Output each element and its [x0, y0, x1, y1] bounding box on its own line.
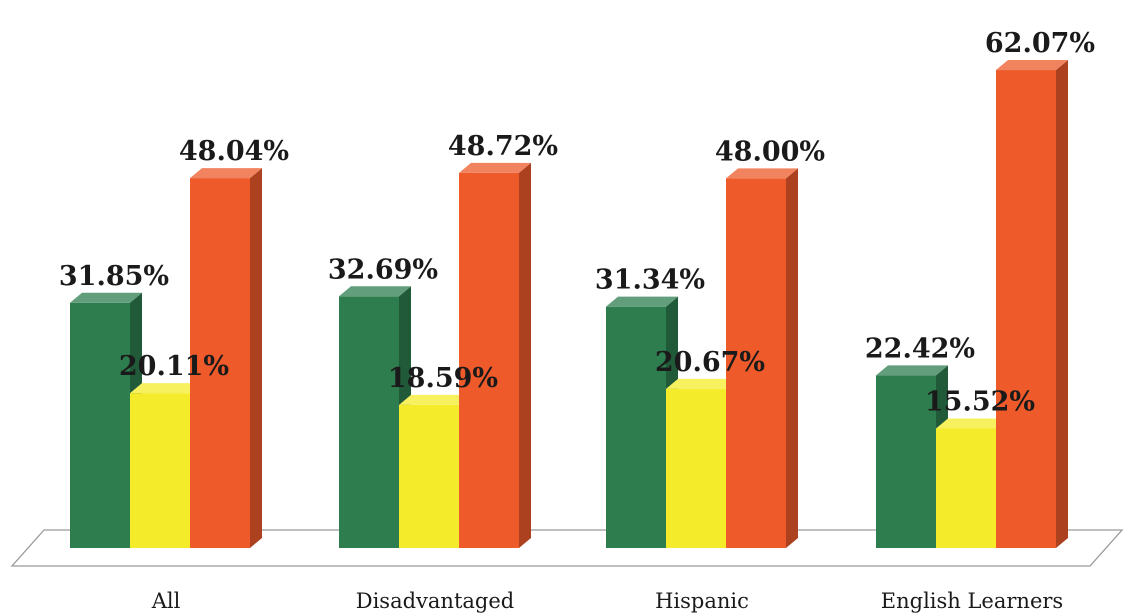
floor-plane [10, 529, 1124, 567]
bar-top [876, 365, 948, 376]
bar-front [339, 296, 399, 548]
bar-top [339, 286, 411, 297]
bar-top [996, 60, 1068, 71]
bar-top [70, 292, 142, 303]
data-label: 31.34% [595, 265, 705, 296]
bar-top [190, 168, 262, 179]
value-labels-group: 31.85% 20.11% 48.04% 32.69% 18.59% 48.72% 31.3… [59, 28, 1095, 417]
chart-floor [10, 529, 1124, 567]
bar-front [399, 404, 459, 548]
data-label: 20.11% [119, 351, 229, 382]
data-label: 62.07% [985, 28, 1095, 59]
bar-front [130, 393, 190, 548]
data-label: 48.00% [715, 136, 825, 167]
bar [190, 168, 262, 549]
bar-front [996, 70, 1056, 548]
data-label: 31.85% [59, 261, 169, 292]
data-label: 20.67% [655, 347, 765, 378]
bar-group-english-learners [876, 60, 1068, 548]
bar-side [250, 168, 262, 549]
bar-front [666, 388, 726, 548]
bar-front [876, 375, 936, 548]
data-label: 48.72% [448, 131, 558, 162]
data-label: 18.59% [388, 363, 498, 394]
bar-side [519, 162, 531, 548]
bar-front [70, 302, 130, 548]
bar-front [459, 172, 519, 548]
bar [459, 162, 531, 548]
data-label: 48.04% [179, 136, 289, 167]
bar-front [190, 178, 250, 549]
x-tick-label: All [151, 589, 181, 613]
x-tick-label: Disadvantaged [356, 589, 514, 613]
data-label: 15.52% [925, 386, 1035, 417]
bar-side [786, 168, 798, 548]
bar-front [936, 428, 996, 548]
bar [606, 296, 678, 548]
bar-front [726, 178, 786, 548]
bar-top [666, 378, 738, 389]
bar-top [726, 168, 798, 179]
category-labels-group: All Disadvantaged Hispanic English Learners [151, 589, 1064, 613]
data-label: 32.69% [328, 254, 438, 285]
bar-top [399, 394, 471, 405]
bar-top [606, 296, 678, 307]
bar-side [1056, 60, 1068, 548]
bar-top [130, 383, 202, 394]
bars-group [70, 60, 1068, 549]
bar [996, 60, 1068, 548]
bar-top [459, 162, 531, 173]
x-tick-label: Hispanic [655, 589, 749, 613]
x-tick-label: English Learners [881, 589, 1063, 613]
data-label: 22.42% [865, 333, 975, 364]
bar [726, 168, 798, 548]
bar-group-disadvantaged [339, 162, 531, 548]
bar-group-hispanic [606, 168, 798, 548]
bar-group-all [70, 168, 262, 549]
bar-front [606, 306, 666, 548]
bar-top [936, 418, 1008, 429]
